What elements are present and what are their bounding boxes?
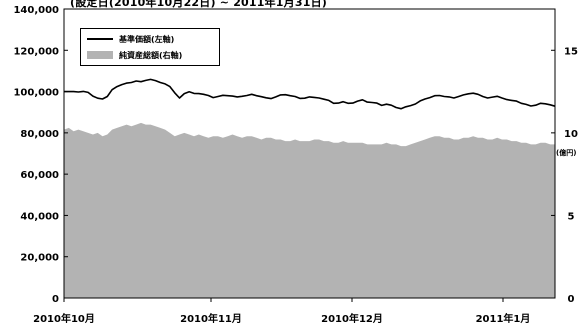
right-axis-tick-label: 5 <box>568 211 575 222</box>
plot-frame <box>63 8 556 299</box>
left-axis-tick-label: 20,000 <box>20 253 59 264</box>
legend-item-assets: 純資産総額(右軸) <box>87 49 182 61</box>
chart-caption: (設定日(2010年10月22日) ~ 2011年1月31日) <box>70 0 327 9</box>
chart-legend: 基準価額(左軸) 純資産総額(右軸) <box>80 28 220 66</box>
left-axis-tick-label: 100,000 <box>13 88 59 99</box>
legend-item-nav: 基準価額(左軸) <box>87 33 174 45</box>
legend-label-nav: 基準価額(左軸) <box>119 34 175 44</box>
legend-area-swatch <box>87 51 113 59</box>
x-axis-tick-label: 2010年11月 <box>180 312 242 325</box>
left-axis-tick-label: 80,000 <box>20 129 59 140</box>
left-axis-tick-label: 120,000 <box>13 46 59 57</box>
legend-line-swatch <box>87 38 113 40</box>
left-axis-tick-label: 140,000 <box>13 5 59 16</box>
x-axis-tick-label: 2010年12月 <box>321 312 383 325</box>
right-axis-unit: (億円) <box>556 149 577 157</box>
left-axis-tick-label: 40,000 <box>20 211 59 222</box>
nav-line <box>64 78 556 110</box>
left-axis-tick-label: 60,000 <box>20 170 59 181</box>
left-axis-tick-label: 0 <box>52 294 59 305</box>
x-axis-tick-label: 2010年10月 <box>33 312 95 325</box>
right-axis-tick-label: 10 <box>564 129 578 140</box>
right-axis-tick-label: 15 <box>564 46 578 57</box>
right-axis-tick-label: 0 <box>568 294 575 305</box>
legend-label-assets: 純資産総額(右軸) <box>119 50 183 60</box>
x-axis-tick-label: 2011年1月 <box>476 312 531 325</box>
net-assets-area <box>64 122 555 299</box>
